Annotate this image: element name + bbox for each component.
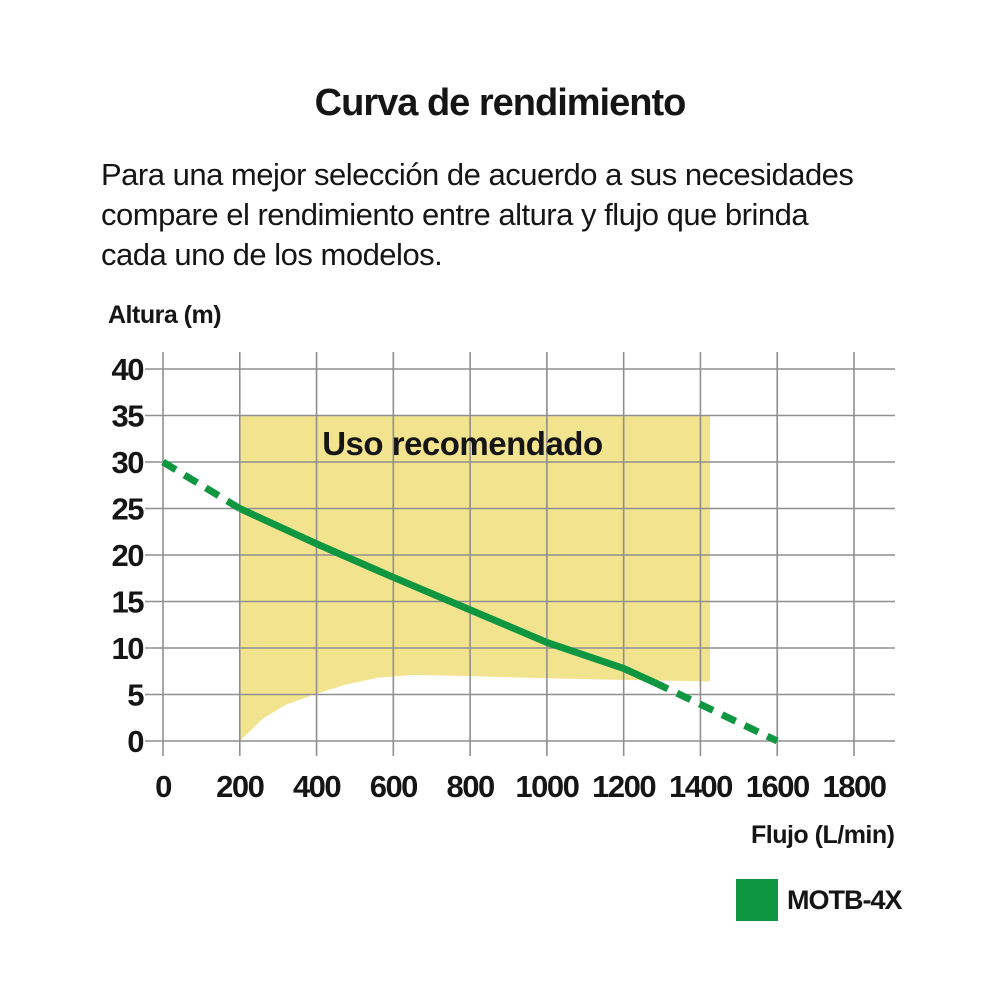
page-title: Curva de rendimiento bbox=[314, 82, 687, 124]
legend: MOTB-4X bbox=[736, 879, 902, 921]
x-tick-label: 1400 bbox=[669, 769, 732, 804]
y-tick-label: 15 bbox=[112, 585, 145, 620]
y-tick-label: 30 bbox=[112, 445, 144, 480]
x-tick-label: 1800 bbox=[823, 769, 886, 804]
recommended-region-label: Uso recomendado bbox=[322, 425, 602, 462]
recommended-region bbox=[239, 415, 711, 741]
legend-label: MOTB-4X bbox=[787, 884, 902, 915]
x-tick-label: 400 bbox=[293, 769, 340, 804]
y-tick-label: 35 bbox=[112, 399, 145, 434]
y-tick-label: 10 bbox=[112, 631, 144, 666]
x-tick-label: 1600 bbox=[746, 769, 809, 804]
performance-curve-dashed bbox=[652, 679, 779, 745]
x-tick-label: 600 bbox=[370, 769, 417, 804]
performance-curve-dashed bbox=[161, 459, 242, 512]
legend-color-swatch bbox=[736, 879, 778, 921]
y-tick-label: 5 bbox=[127, 678, 144, 713]
x-tick-label: 200 bbox=[216, 769, 263, 804]
x-tick-label: 1200 bbox=[592, 769, 655, 804]
x-axis-title: Flujo (L/min) bbox=[751, 821, 895, 849]
y-tick-label: 20 bbox=[112, 538, 144, 573]
description-line-3: cada uno de los modelos. bbox=[101, 237, 443, 272]
x-tick-label: 0 bbox=[155, 769, 171, 804]
x-tick-label: 800 bbox=[446, 769, 493, 804]
performance-curve-solid bbox=[238, 505, 656, 686]
y-axis-title: Altura (m) bbox=[108, 301, 222, 329]
description-line-2: compare el rendimiento entre altura y fl… bbox=[101, 197, 809, 232]
description-line-1: Para una mejor selección de acuerdo a su… bbox=[101, 157, 854, 192]
y-tick-label: 25 bbox=[112, 492, 145, 527]
y-tick-label: 0 bbox=[127, 724, 143, 759]
x-tick-label: 1000 bbox=[515, 769, 578, 804]
y-tick-label: 40 bbox=[112, 352, 144, 387]
description: Para una mejor selección de acuerdo a su… bbox=[101, 155, 981, 275]
